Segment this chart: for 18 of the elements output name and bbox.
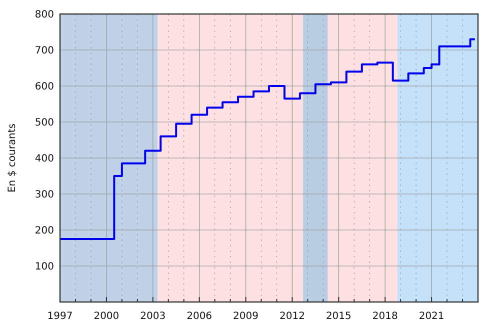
x-tick-label: 2006 [186,311,212,322]
y-tick-label: 300 [34,190,54,200]
x-tick-label: 2003 [140,311,166,322]
y-tick-label: 400 [34,154,54,164]
y-tick-label: 600 [34,82,54,92]
y-tick-label: 100 [34,262,54,272]
y-tick-label: 700 [34,46,54,56]
y-tick-label: 200 [34,226,54,236]
x-tick-label: 1997 [47,311,73,322]
x-tick-label: 2018 [372,311,398,322]
x-tick-label: 2015 [326,311,352,322]
y-axis-title: En $ courants [7,123,18,193]
x-tick-label: 2000 [94,311,120,322]
x-tick-label: 2021 [418,311,444,322]
y-tick-label: 800 [34,10,54,20]
y-tick-label: 500 [34,118,54,128]
x-tick-label: 2012 [279,311,305,322]
x-tick-label: 2009 [233,311,259,322]
